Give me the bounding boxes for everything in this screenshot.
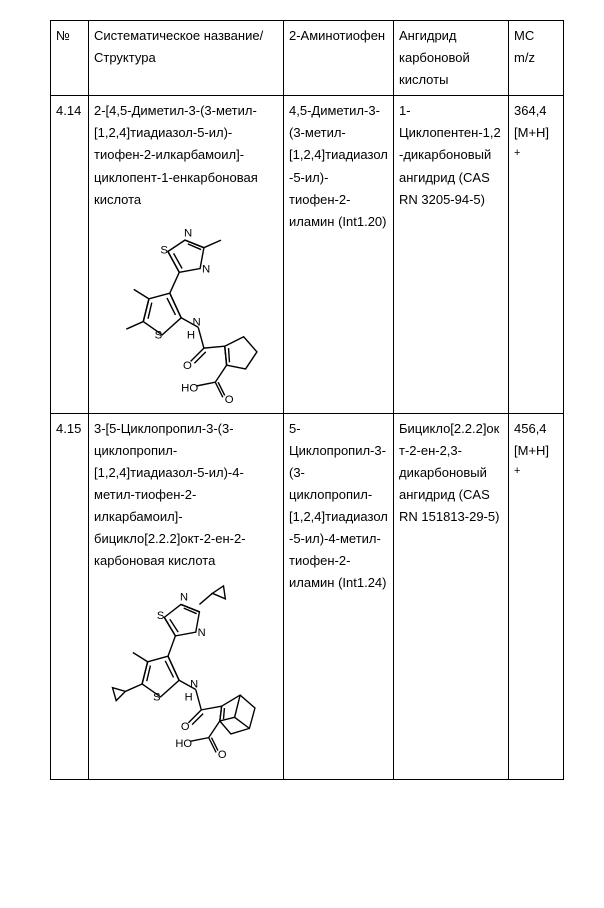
svg-text:H: H bbox=[187, 329, 195, 341]
table-header-row: № Систематическое название/Структура 2-А… bbox=[51, 21, 564, 96]
svg-text:S: S bbox=[160, 244, 168, 256]
svg-text:N: N bbox=[184, 227, 192, 239]
cell-name-structure: 3-[5-Циклопропил-3-(3-циклопропил-[1,2,4… bbox=[89, 413, 284, 780]
compound-table: № Систематическое название/Структура 2-А… bbox=[50, 20, 564, 780]
structure-diagram: S N N S N H O O HO bbox=[94, 219, 278, 409]
structure-diagram: S N N S N H O O HO bbox=[94, 580, 278, 775]
hdr-anhyd: Ангидрид карбоновой кислоты bbox=[394, 21, 509, 96]
svg-text:N: N bbox=[180, 592, 188, 604]
ms-ion: [M+H] bbox=[514, 125, 549, 140]
svg-text:HO: HO bbox=[175, 738, 192, 750]
cell-ms: 456,4 [M+H] + bbox=[509, 413, 564, 780]
table-row: 4.14 2-[4,5-Диметил-3-(3-метил-[1,2,4]ти… bbox=[51, 96, 564, 413]
svg-text:S: S bbox=[153, 692, 160, 704]
cell-name-structure: 2-[4,5-Диметил-3-(3-метил-[1,2,4]тиадиаз… bbox=[89, 96, 284, 413]
compound-name: 3-[5-Циклопропил-3-(3-циклопропил-[1,2,4… bbox=[94, 421, 246, 569]
cell-num: 4.15 bbox=[51, 413, 89, 780]
ms-charge: + bbox=[514, 147, 520, 159]
svg-text:N: N bbox=[202, 263, 210, 275]
cell-num: 4.14 bbox=[51, 96, 89, 413]
svg-text:N: N bbox=[198, 627, 206, 639]
compound-name: 2-[4,5-Диметил-3-(3-метил-[1,2,4]тиадиаз… bbox=[94, 103, 258, 206]
ms-value: 456,4 bbox=[514, 421, 547, 436]
hdr-amino: 2-Аминотиофен bbox=[284, 21, 394, 96]
ms-value: 364,4 bbox=[514, 103, 547, 118]
hdr-ms: МС m/z bbox=[509, 21, 564, 96]
table-row: 4.15 3-[5-Циклопропил-3-(3-циклопропил-[… bbox=[51, 413, 564, 780]
svg-text:O: O bbox=[218, 749, 227, 761]
svg-text:O: O bbox=[181, 722, 190, 734]
hdr-num: № bbox=[51, 21, 89, 96]
ms-charge: + bbox=[514, 465, 520, 477]
ms-ion: [M+H] bbox=[514, 443, 549, 458]
svg-text:H: H bbox=[185, 692, 193, 704]
hdr-name: Систематическое название/Структура bbox=[89, 21, 284, 96]
svg-text:S: S bbox=[155, 329, 163, 341]
cell-anhyd: Бицикло[2.2.2]окт-2-ен-2,3-дикарбоновый … bbox=[394, 413, 509, 780]
svg-text:N: N bbox=[193, 316, 201, 328]
svg-text:N: N bbox=[190, 679, 198, 691]
svg-text:O: O bbox=[225, 394, 234, 406]
svg-text:HO: HO bbox=[181, 382, 198, 394]
svg-text:S: S bbox=[157, 611, 164, 623]
cell-anhyd: 1-Циклопентен-1,2-дикарбоновый ангидрид … bbox=[394, 96, 509, 413]
cell-amino: 4,5-Диметил-3-(3-метил-[1,2,4]тиадиазол-… bbox=[284, 96, 394, 413]
svg-text:O: O bbox=[183, 360, 192, 372]
cell-amino: 5-Циклопропил-3-(3-циклопропил-[1,2,4]ти… bbox=[284, 413, 394, 780]
cell-ms: 364,4 [M+H] + bbox=[509, 96, 564, 413]
